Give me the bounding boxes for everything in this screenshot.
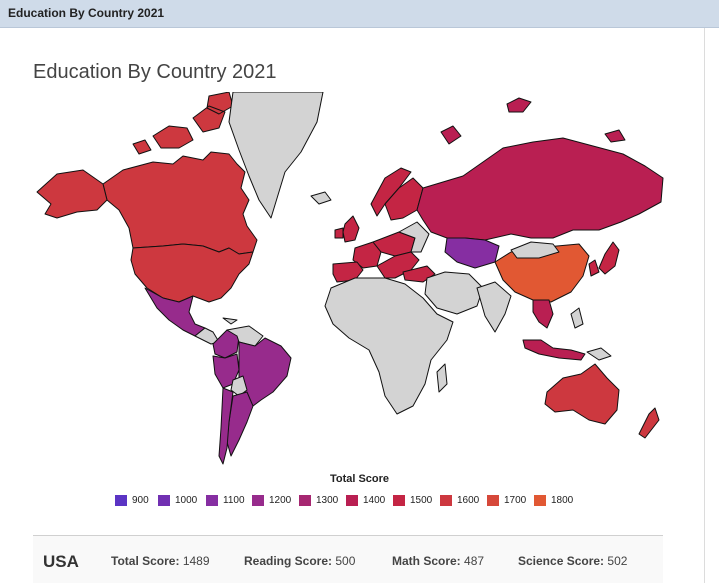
reading-score-stat: Reading Score: 500	[244, 554, 355, 568]
country-mongolia[interactable]	[510, 241, 560, 259]
world-map[interactable]	[33, 92, 665, 470]
country-korea[interactable]	[588, 259, 600, 277]
reading-score-label: Reading Score:	[244, 554, 333, 568]
country-russia[interactable]	[416, 137, 664, 241]
selected-country-name: USA	[43, 552, 79, 571]
country-chile[interactable]	[218, 387, 234, 465]
country-philippines[interactable]	[570, 307, 584, 329]
window-titlebar: Education By Country 2021	[0, 0, 719, 28]
country-eastern-europe[interactable]	[398, 221, 430, 253]
country-canada[interactable]	[102, 151, 258, 255]
legend-swatch-1700	[487, 495, 499, 506]
legend-label-1200: 1200	[269, 495, 292, 506]
legend-swatch-1500	[393, 495, 405, 506]
country-japan[interactable]	[598, 241, 620, 275]
country-norway[interactable]	[370, 167, 412, 217]
math-score-label: Math Score:	[392, 554, 461, 568]
total-score-label: Total Score:	[111, 554, 180, 568]
legend-label-900: 900	[132, 495, 149, 506]
country-new-zealand[interactable]	[638, 407, 660, 439]
science-score-stat: Science Score: 502	[518, 554, 627, 568]
country-greenland[interactable]	[228, 92, 324, 219]
footer-divider	[33, 535, 663, 536]
legend-label-1800: 1800	[551, 495, 574, 506]
legend-label-1600: 1600	[457, 495, 480, 506]
legend-swatch-1600	[440, 495, 452, 506]
country-russia-islands[interactable]	[440, 97, 626, 145]
reading-score-value: 500	[335, 554, 356, 568]
country-australia[interactable]	[544, 363, 620, 425]
region-africa[interactable]	[324, 277, 454, 415]
country-ireland[interactable]	[334, 227, 344, 239]
legend-label-1700: 1700	[504, 495, 527, 506]
legend-label-1100: 1100	[223, 495, 245, 506]
country-indonesia[interactable]	[522, 339, 586, 361]
country-usa-alaska[interactable]	[36, 169, 108, 219]
country-papua[interactable]	[586, 347, 612, 361]
legend-swatch-900	[115, 495, 127, 506]
legend-label-1000: 1000	[175, 495, 198, 506]
total-score-value: 1489	[182, 554, 210, 568]
country-kazakhstan[interactable]	[444, 237, 500, 269]
legend-swatch-1400	[346, 495, 358, 506]
science-score-label: Science Score:	[518, 554, 605, 568]
country-iceland[interactable]	[310, 191, 332, 205]
country-mexico[interactable]	[144, 287, 206, 337]
science-score-value: 502	[607, 554, 628, 568]
total-score-stat: Total Score: 1489	[111, 554, 210, 568]
country-thailand-vietnam[interactable]	[532, 299, 554, 329]
panel-divider	[704, 28, 705, 583]
legend-swatch-1200	[252, 495, 264, 506]
world-map-svg[interactable]	[33, 92, 665, 470]
chart-title: Education By Country 2021	[33, 61, 277, 83]
math-score-stat: Math Score: 487	[392, 554, 484, 568]
legend-label-1500: 1500	[410, 495, 433, 506]
math-score-value: 487	[464, 554, 485, 568]
region-middle-east[interactable]	[424, 271, 484, 315]
legend-swatch-1300	[299, 495, 311, 506]
country-madagascar[interactable]	[436, 363, 448, 393]
legend-label-1400: 1400	[363, 495, 386, 506]
legend-swatch-1800	[534, 495, 546, 506]
country-india[interactable]	[476, 281, 512, 333]
legend-swatch-1000	[158, 495, 170, 506]
legend-title: Total Score	[329, 473, 390, 485]
window-title: Education By Country 2021	[8, 6, 165, 20]
country-uk[interactable]	[342, 215, 360, 243]
country-canada-islands[interactable]	[132, 92, 234, 155]
country-peru[interactable]	[212, 353, 240, 389]
legend-label-1300: 1300	[316, 495, 339, 506]
legend-swatch-1100	[206, 495, 218, 506]
country-usa[interactable]	[130, 243, 254, 303]
selected-country-panel: USA Total Score: 1489 Reading Score: 500…	[33, 536, 663, 583]
